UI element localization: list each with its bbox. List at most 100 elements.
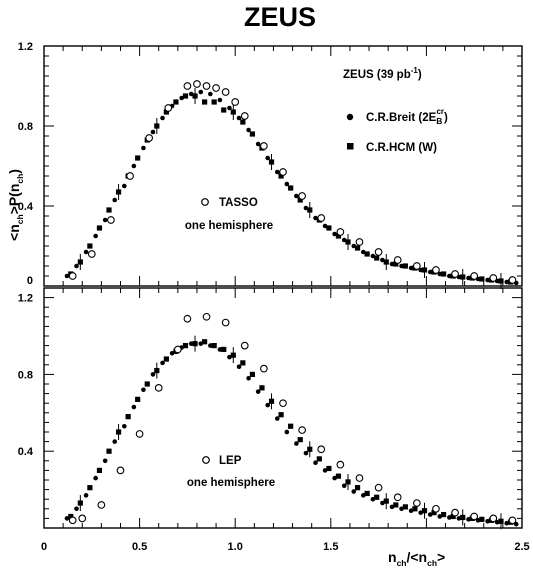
hcm-data-point (268, 398, 275, 404)
hcm-data-point (230, 352, 236, 358)
x-tick-label: 0.5 (132, 541, 147, 553)
tasso-data-point (470, 272, 479, 280)
y-tick-label: 0.8 (18, 121, 33, 133)
breit-data-point (74, 506, 79, 512)
hcm-data-point (307, 446, 313, 452)
hcm-data-point (182, 93, 189, 99)
x-tick-label: 0 (41, 541, 47, 553)
x-tick-label: 1.0 (228, 541, 243, 553)
breit-data-point (313, 460, 318, 466)
breit-data-point (64, 516, 70, 521)
breit-data-point (427, 512, 433, 517)
breit-data-point (236, 364, 242, 370)
breit-data-point (93, 475, 98, 481)
hcm-data-point (221, 346, 227, 353)
y-tick-label: 1.2 (18, 293, 33, 305)
hcm-data-point (96, 225, 103, 231)
hcm-data-point (163, 356, 169, 362)
breit-data-point (274, 416, 280, 421)
tasso-data-point (107, 216, 115, 224)
tasso-data-point (317, 214, 326, 222)
hcm-data-point (106, 448, 112, 454)
breit-data-point (208, 91, 213, 97)
tasso-data-point (451, 270, 459, 278)
y-tick-label: 0.8 (18, 369, 33, 381)
tasso-data-point (202, 82, 211, 90)
breit-data-point (284, 429, 290, 435)
hcm-data-point (192, 93, 198, 99)
lep-data-point (432, 504, 440, 513)
breit-data-point (169, 350, 175, 356)
breit-data-point (466, 517, 471, 522)
breit-data-point (504, 279, 510, 285)
breit-data-point (112, 439, 118, 444)
breit-data-point (380, 257, 385, 263)
tasso-data-point (355, 238, 364, 246)
legend-dataset: ZEUS (39 pb-1) (343, 66, 422, 81)
breit-data-point (389, 504, 395, 510)
breit-data-point (322, 223, 328, 229)
breit-data-point (102, 458, 108, 464)
breit-data-point (217, 347, 223, 352)
breit-data-point (83, 249, 89, 255)
hcm-data-point (211, 99, 217, 105)
hcm-data-point (345, 239, 351, 245)
breit-data-point (418, 267, 423, 273)
hcm-data-point (383, 259, 389, 265)
tasso-data-point (412, 262, 421, 270)
hcm-data-point (154, 123, 160, 129)
tasso-data-point (212, 84, 220, 92)
breit-data-point (265, 155, 271, 161)
breit-data-point (437, 271, 443, 277)
hcm-data-point (421, 508, 428, 514)
lep-annotation-sub: one hemisphere (187, 477, 275, 489)
breit-data-point (437, 514, 443, 519)
lep-data-point (97, 501, 106, 509)
breit-data-point (217, 97, 223, 103)
hcm-data-point (374, 494, 380, 500)
breit-data-point (198, 341, 204, 346)
hcm-data-point (441, 271, 447, 277)
hcm-data-point (431, 510, 437, 516)
lep-data-point (470, 512, 479, 521)
figure-title: ZEUS (244, 2, 316, 32)
hcm-data-point (441, 511, 447, 518)
tasso-data-point (508, 276, 517, 284)
breit-data-point (227, 354, 232, 360)
legend-hcm: C.R.HCM (W) (366, 142, 437, 154)
breit-data-point (399, 506, 404, 512)
breit-data-point (274, 169, 280, 175)
hcm-data-point (450, 513, 456, 520)
hcm-data-point (77, 500, 83, 506)
hcm-data-point (354, 485, 361, 491)
breit-data-point (236, 115, 242, 121)
breit-data-point (408, 508, 414, 514)
hcm-data-point (288, 423, 294, 429)
y-tick-label: 0.4 (18, 201, 34, 213)
breit-data-point (294, 441, 299, 446)
lep-data-point (298, 426, 306, 434)
hcm-data-point (335, 233, 342, 239)
hcm-data-point (135, 396, 141, 402)
hcm-data-point (460, 514, 466, 521)
tasso-data-point (336, 228, 345, 236)
breit-data-point (370, 253, 376, 259)
tasso-data-point (374, 248, 383, 256)
hcm-data-point (77, 259, 83, 265)
hcm-data-point (87, 243, 93, 249)
breit-data-point (131, 404, 137, 410)
breit-data-point (399, 263, 404, 269)
hcm-data-point (316, 456, 322, 462)
hcm-data-point (345, 479, 351, 485)
tasso-data-point (489, 274, 498, 282)
tasso-data-point (393, 256, 402, 264)
tasso-data-point (231, 98, 240, 106)
hcm-data-point (460, 274, 466, 280)
breit-data-point (246, 375, 251, 381)
lep-annotation-label: LEP (219, 455, 242, 467)
tasso-annotation-marker (201, 198, 209, 206)
hcm-data-point (87, 485, 93, 491)
breit-data-point (255, 389, 261, 394)
hcm-data-point (240, 119, 246, 125)
breit-data-point (74, 263, 79, 269)
